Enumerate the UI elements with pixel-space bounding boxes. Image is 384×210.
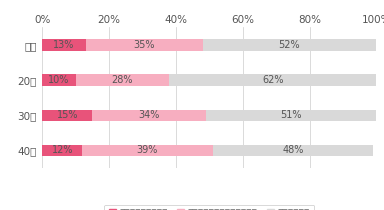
Bar [203, 39, 376, 51]
Text: 48%: 48% [282, 145, 303, 155]
Text: 39%: 39% [137, 145, 158, 155]
Text: 15%: 15% [56, 110, 78, 120]
Text: 28%: 28% [112, 75, 133, 85]
Bar [206, 110, 376, 121]
Bar [42, 74, 76, 86]
Bar [213, 145, 373, 156]
Text: 35%: 35% [133, 40, 155, 50]
Text: 12%: 12% [51, 145, 73, 155]
Bar [82, 145, 213, 156]
Bar [169, 74, 376, 86]
Text: 13%: 13% [53, 40, 74, 50]
Bar [92, 110, 206, 121]
Legend: 就業したことがある, 応募したが就業はしていない, いずれもない: 就業したことがある, 応募したが就業はしていない, いずれもない [104, 205, 314, 210]
Bar [86, 39, 203, 51]
Bar [76, 74, 169, 86]
Text: 34%: 34% [139, 110, 160, 120]
Bar [42, 110, 92, 121]
Text: 10%: 10% [48, 75, 70, 85]
Text: 52%: 52% [279, 40, 300, 50]
Text: 62%: 62% [262, 75, 283, 85]
Bar [42, 39, 86, 51]
Bar [42, 145, 82, 156]
Text: 51%: 51% [280, 110, 302, 120]
